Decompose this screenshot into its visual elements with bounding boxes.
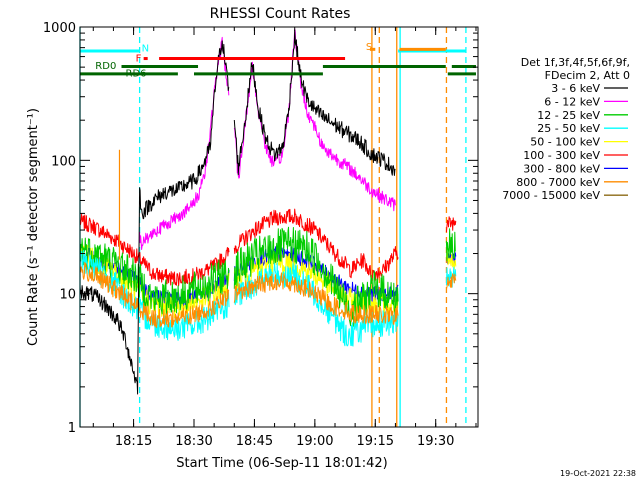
x-axis-title: Start Time (06-Sep-11 18:01:42) (176, 456, 387, 471)
legend: Det 1f,3f,4f,5f,6f,9f,FDecim 2, Att 03 -… (502, 56, 630, 202)
series-layer (79, 28, 457, 395)
series-line-2 (79, 226, 457, 328)
legend-label-0: 3 - 6 keV (551, 82, 600, 95)
plot-frame (79, 26, 479, 428)
legend-header-0: Det 1f,3f,4f,5f,6f,9f, (521, 56, 630, 69)
x-tick-label-1: 18:30 (175, 434, 212, 449)
legend-label-2: 12 - 25 keV (537, 109, 600, 122)
y-tick-label-3: 1000 (43, 21, 76, 36)
flag-label-f: F (136, 54, 142, 65)
legend-label-4: 50 - 100 keV (530, 136, 600, 149)
legend-header-1: FDecim 2, Att 0 (545, 69, 630, 82)
x-tick-label-5: 19:30 (417, 434, 454, 449)
axes: 18:15 18:30 18:45 19:00 19:15 19:30 1 10 100 1000 (43, 21, 479, 449)
flag-label-rd0: RD0 (95, 61, 116, 72)
x-tick-label-2: 18:45 (236, 434, 273, 449)
y-axis-title: Count Rate (s⁻¹ detector segment⁻¹) (26, 108, 41, 346)
y-tick-label-1: 10 (59, 288, 76, 303)
legend-label-3: 25 - 50 keV (537, 122, 600, 135)
series-line-7 (79, 261, 457, 329)
series-line-0 (79, 29, 396, 395)
x-tick-label-3: 19:00 (296, 434, 333, 449)
footer-timestamp: 19-Oct-2021 22:38 (560, 469, 636, 478)
y-tick-label-0: 1 (68, 421, 76, 436)
y-axis-title-group: Count Rate (s⁻¹ detector segment⁻¹) (26, 108, 41, 346)
x-tick-label-4: 19:15 (357, 434, 394, 449)
flag-label-n: N (142, 44, 149, 55)
x-tick-label-0: 18:15 (115, 434, 152, 449)
flag-bars: NF S RD0 RD6 (80, 42, 476, 80)
legend-label-5: 100 - 300 keV (523, 149, 600, 162)
legend-label-6: 300 - 800 keV (523, 162, 600, 175)
legend-label-8: 7000 - 15000 keV (502, 189, 600, 202)
y-tick-label-2: 100 (51, 154, 76, 169)
flag-label-rd6: RD6 (126, 69, 147, 80)
chart-title: RHESSI Count Rates (210, 6, 351, 22)
flag-label-s: S (366, 42, 372, 53)
legend-label-7: 800 - 7000 keV (516, 176, 600, 189)
legend-label-1: 6 - 12 keV (544, 95, 600, 108)
